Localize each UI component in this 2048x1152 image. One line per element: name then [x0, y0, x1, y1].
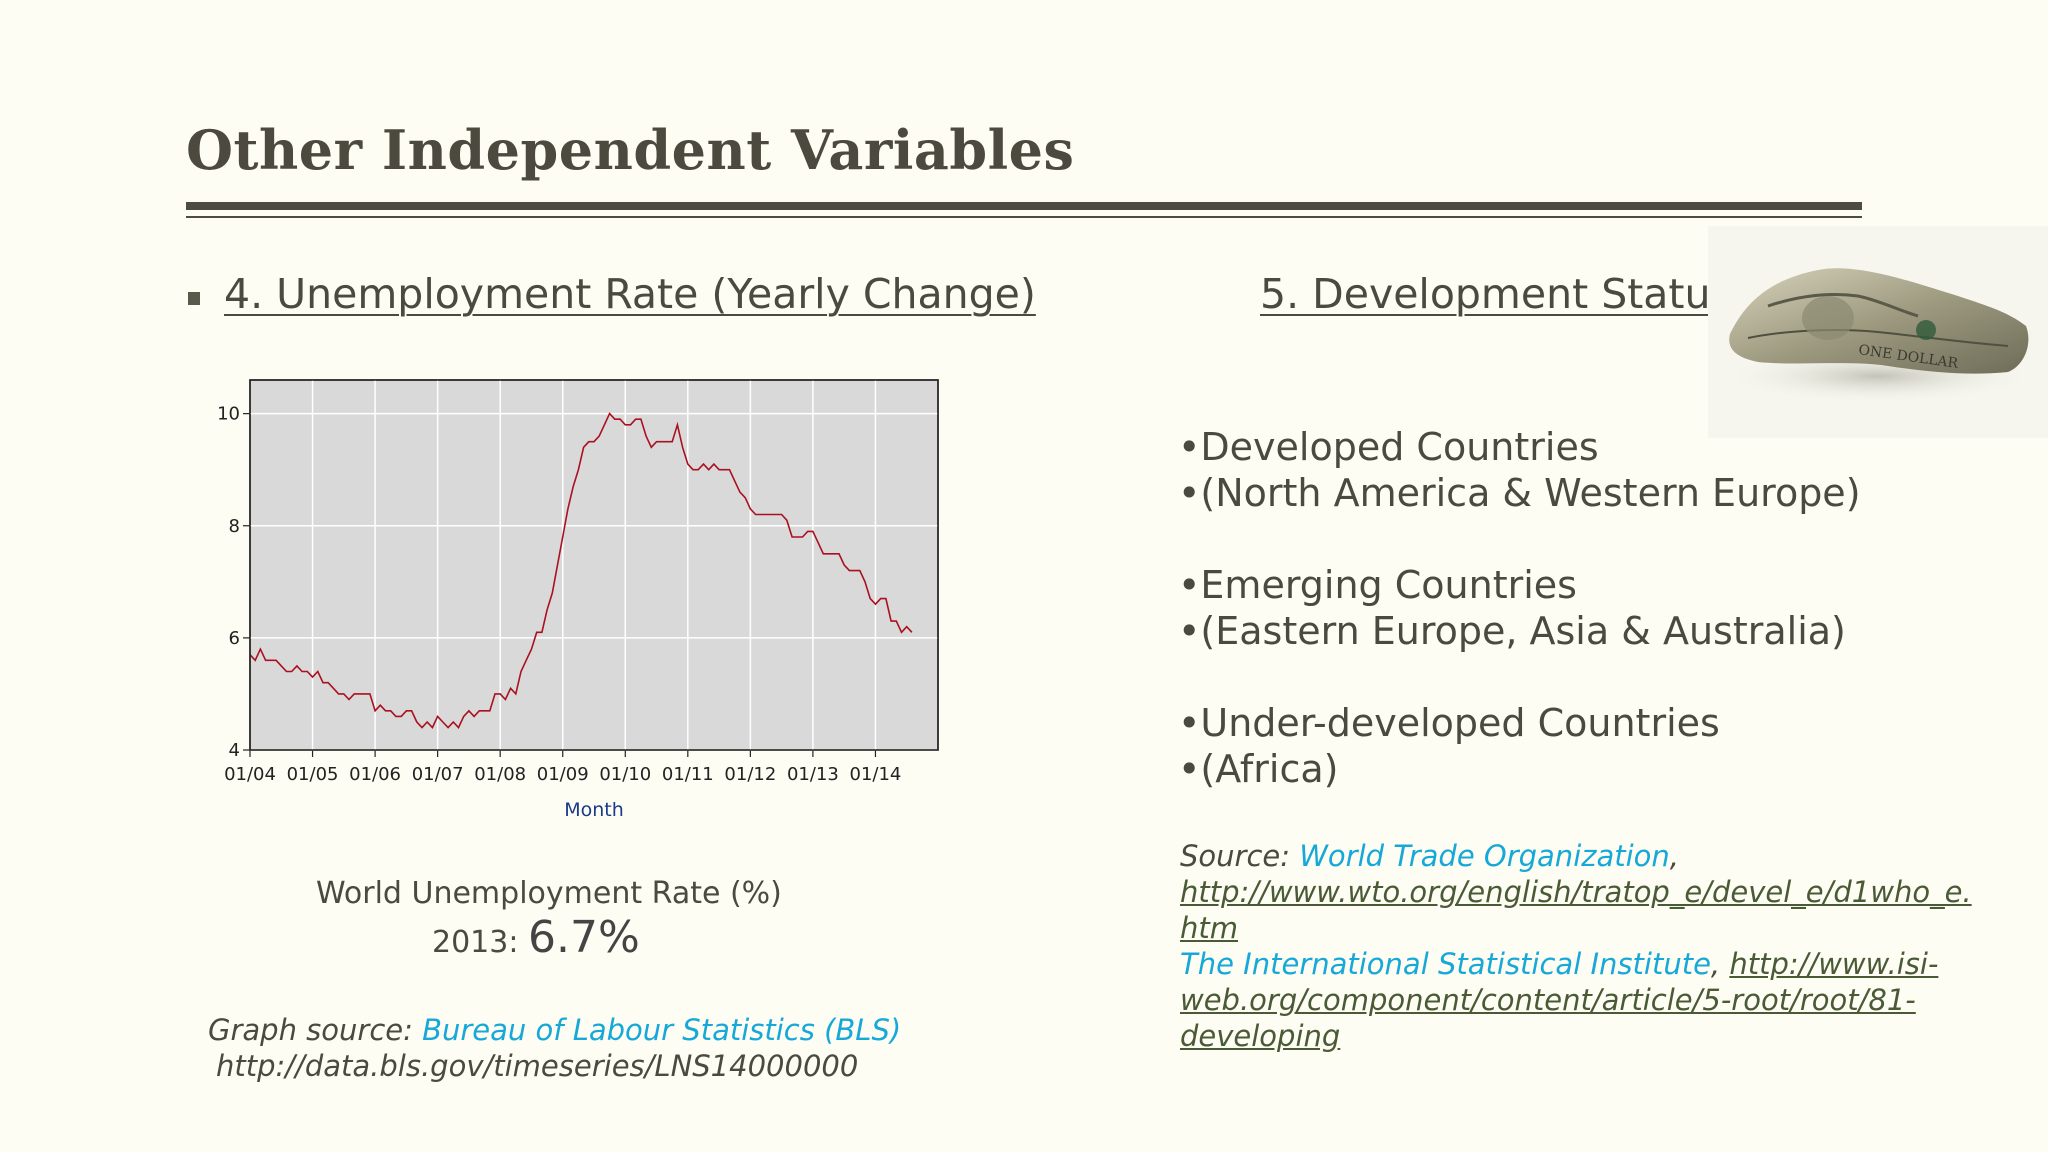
list-item: •Emerging Countries: [1178, 563, 1577, 607]
list-item: •(Eastern Europe, Asia & Australia): [1178, 609, 1846, 653]
development-list: •Developed Countries •(North America & W…: [1178, 424, 1861, 792]
development-heading[interactable]: 5. Development Status: [1260, 270, 1732, 318]
x-tick-label: 01/13: [787, 764, 839, 785]
y-tick-label: 10: [217, 404, 240, 425]
unemployment-chart: 01/04 01/05 01/06 01/07 01/08 01/09 01/10 01/11…: [217, 379, 939, 821]
graph-source: Graph source: Bureau of Labour Statistic…: [208, 1012, 901, 1048]
x-tick-label: 01/14: [850, 764, 902, 785]
source-label: Source:: [1180, 839, 1300, 873]
list-item: •Under-developed Countries: [1178, 701, 1720, 745]
caption-year: 2013:: [432, 925, 528, 960]
title-rule-thick: [186, 202, 1862, 210]
x-axis-label: Month: [564, 799, 624, 821]
crumpled-dollar-bill-image: ONE DOLLAR: [1708, 226, 2048, 438]
y-tick-label: 4: [229, 740, 240, 761]
bls-link[interactable]: Bureau of Labour Statistics (BLS): [422, 1013, 902, 1047]
x-tick-label: 01/07: [412, 764, 464, 785]
x-tick-label: 01/12: [724, 764, 776, 785]
isi-url[interactable]: http://www.isi-web.org/component/content…: [1180, 947, 1939, 1053]
chart-caption-title: World Unemployment Rate (%): [316, 876, 782, 911]
unemployment-heading[interactable]: 4. Unemployment Rate (Yearly Change): [224, 270, 1036, 318]
x-tick-label: 01/09: [537, 764, 589, 785]
square-bullet-icon: [188, 292, 200, 305]
x-tick-label: 01/08: [474, 764, 526, 785]
x-tick-label: 01/06: [349, 764, 401, 785]
x-tick-label: 01/10: [599, 764, 651, 785]
title-rule-thin: [186, 216, 1862, 218]
wto-url[interactable]: http://www.wto.org/english/tratop_e/deve…: [1180, 875, 1972, 945]
isi-link[interactable]: The International Statistical Institute: [1180, 947, 1711, 981]
unemployment-series-line: [249, 412, 913, 730]
y-tick-label: 8: [229, 516, 240, 537]
y-tick-label: 6: [229, 628, 240, 649]
list-item: •(North America & Western Europe): [1178, 471, 1861, 515]
plot-border: [249, 379, 939, 751]
wto-link[interactable]: World Trade Organization: [1299, 839, 1670, 873]
caption-value: 6.7%: [528, 912, 640, 963]
chart-caption-value-row: 2013: 6.7%: [432, 912, 640, 963]
list-item: •(Africa): [1178, 747, 1339, 791]
development-sources: Source: World Trade Organization, http:/…: [1180, 838, 1980, 1054]
graph-source-label: Graph source:: [208, 1013, 423, 1047]
slide-title: Other Independent Variables: [186, 118, 1075, 182]
bls-url[interactable]: http://data.bls.gov/timeseries/LNS140000…: [216, 1049, 859, 1083]
list-item: •Developed Countries: [1178, 425, 1599, 469]
x-tick-label: 01/11: [662, 764, 714, 785]
x-tick-label: 01/05: [287, 764, 339, 785]
x-tick-label: 01/04: [224, 764, 276, 785]
